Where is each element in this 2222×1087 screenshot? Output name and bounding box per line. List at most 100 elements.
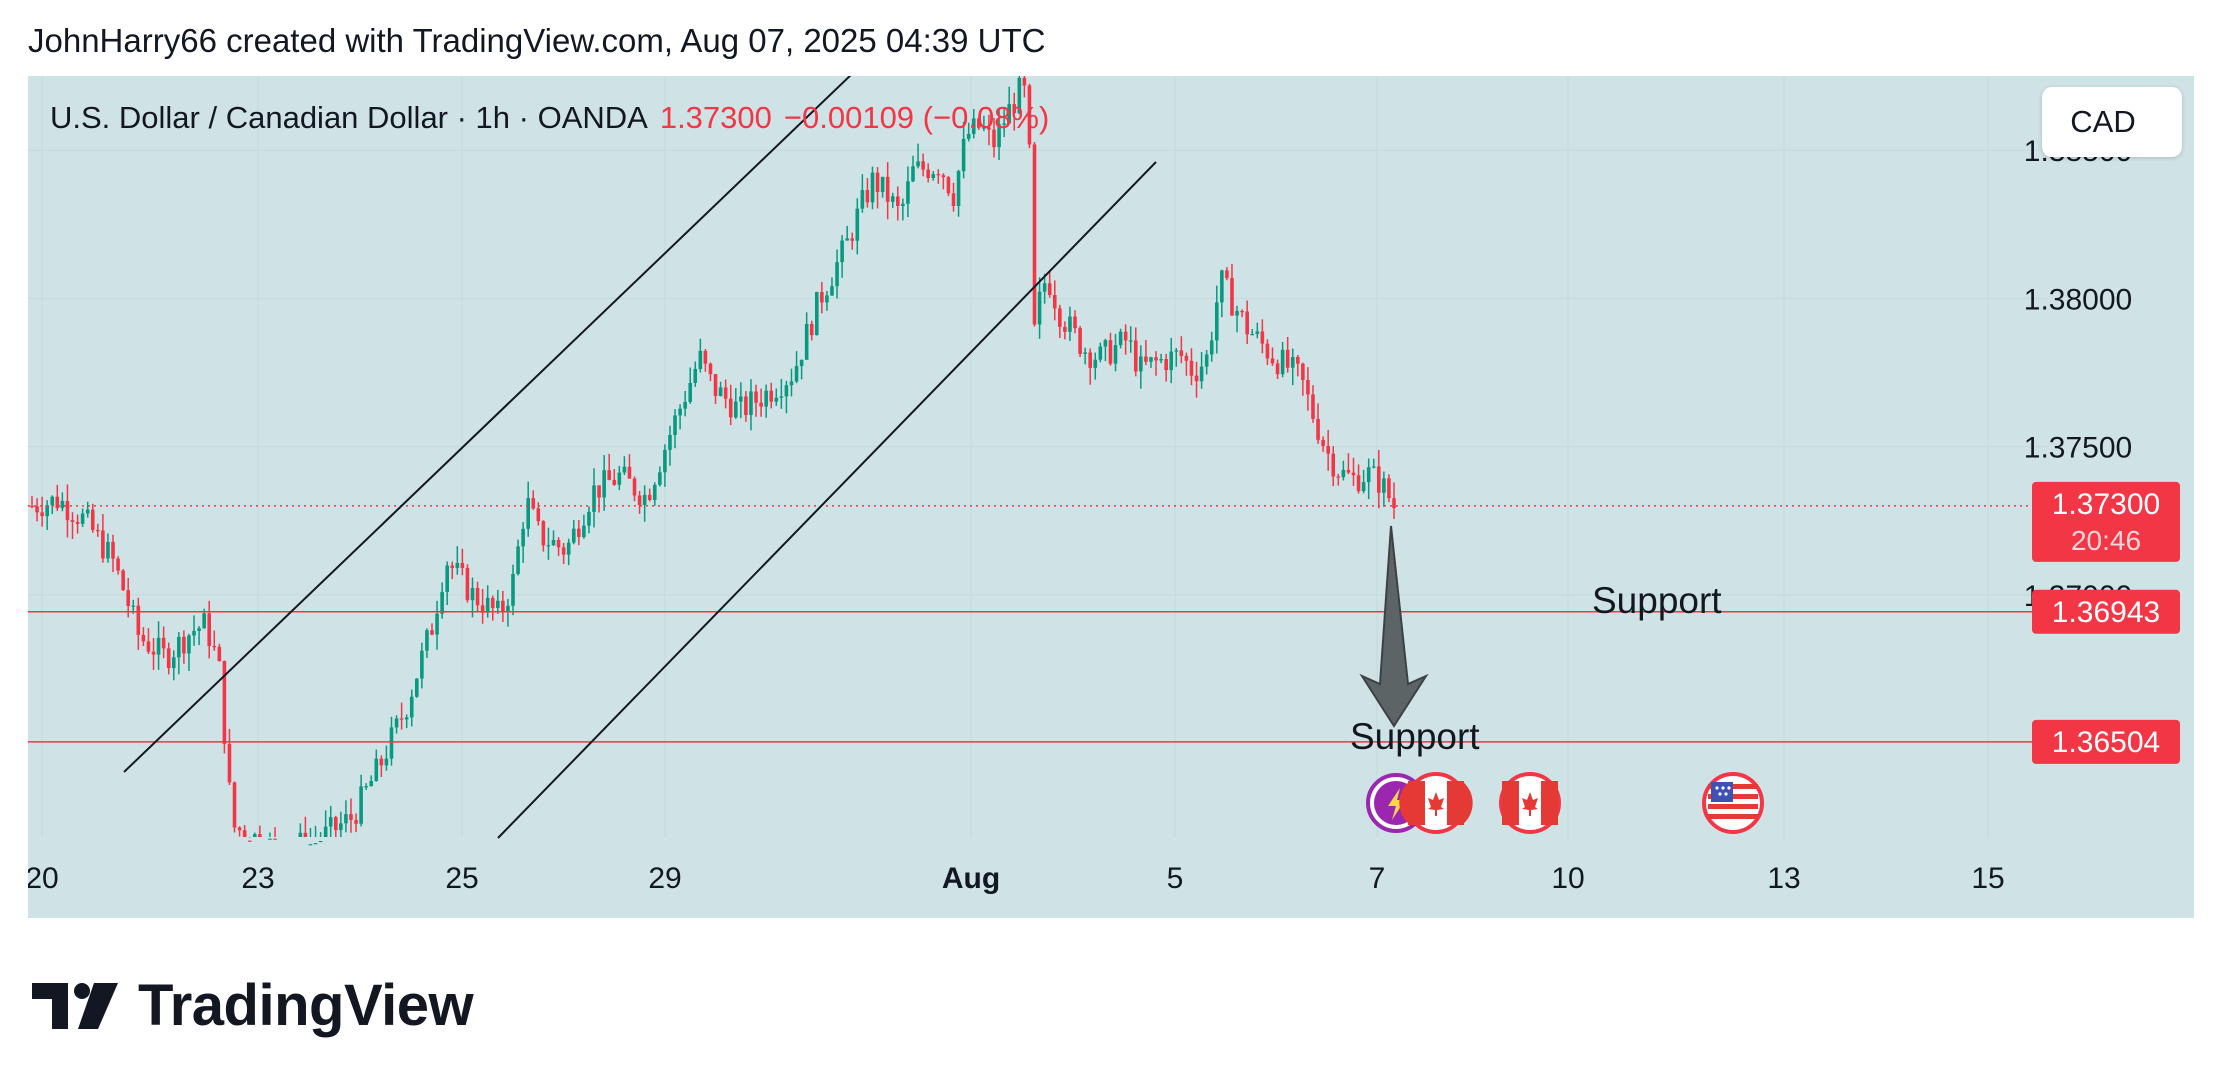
candle-body (465, 567, 470, 601)
candle-body (1220, 270, 1224, 303)
x-tick-label: 5 (1167, 862, 1184, 895)
candle-body (409, 696, 414, 718)
candle-body (546, 545, 551, 547)
candle-body (1012, 104, 1017, 114)
candle-body (1037, 291, 1042, 325)
candle-body (339, 823, 343, 831)
candle-body (566, 542, 571, 555)
candle-body (612, 479, 617, 485)
candle-body (1083, 352, 1087, 354)
price-change: −0.00109 (−0.08%) (783, 100, 1050, 135)
candle-body (354, 819, 358, 824)
candle-body (728, 398, 733, 418)
candle-body (1032, 144, 1037, 325)
candle-body (637, 495, 642, 505)
candle-body (526, 498, 530, 529)
candle-body (40, 512, 44, 517)
candle-body (475, 588, 480, 606)
candle-body (860, 190, 865, 209)
candle-body (496, 600, 500, 608)
currency-button[interactable]: CAD (2042, 87, 2182, 157)
candle-body (1331, 453, 1336, 477)
candle-body (1235, 311, 1239, 316)
candle-body (1311, 394, 1315, 419)
candle-body (1108, 340, 1113, 364)
candle-body (647, 494, 652, 500)
x-tick-label: 25 (445, 862, 478, 895)
candle-body (658, 472, 662, 485)
candle-body (642, 494, 647, 505)
candle-body (1245, 311, 1249, 335)
candle-body (1017, 77, 1022, 114)
candle-body (865, 190, 870, 203)
candle-body (779, 396, 784, 398)
candle-body (840, 240, 844, 263)
us-flag-icon[interactable] (1702, 772, 1764, 834)
y-tick-label: 1.38000 (2024, 283, 2132, 316)
candle-body (794, 366, 799, 382)
candle-body (759, 402, 763, 407)
candle-body (678, 408, 682, 416)
candle-body (774, 397, 779, 402)
candle-body (688, 382, 693, 402)
tradingview-wordmark: TradingView (138, 973, 474, 1038)
candle-body (1285, 349, 1290, 368)
chart-area[interactable]: Support Support (28, 76, 2194, 918)
canada-flag-icon[interactable] (1399, 772, 1473, 834)
candle-body (298, 832, 303, 837)
candle-body (1118, 331, 1123, 346)
candle-body (96, 529, 100, 532)
candle-body (1230, 278, 1234, 316)
candle-body (1133, 340, 1138, 372)
candle-body (1073, 316, 1077, 329)
candle-body (1301, 363, 1305, 381)
candle-body (1179, 350, 1184, 356)
candle-body (592, 485, 596, 512)
canada-flag-icon[interactable] (1499, 772, 1561, 834)
candle-body (156, 637, 161, 655)
candle-body (744, 396, 748, 415)
candle-body (713, 374, 718, 396)
candle-body (35, 506, 39, 513)
candle-body (916, 161, 920, 167)
candle-body (987, 127, 991, 130)
candle-body (1184, 355, 1189, 361)
candle-body (820, 291, 824, 303)
candle-body (171, 657, 176, 669)
candle-body (551, 540, 556, 546)
chart-background (28, 76, 2194, 918)
candle-body (1047, 283, 1052, 295)
candle-body (1144, 356, 1148, 362)
candle-body (561, 547, 566, 555)
candle-body (992, 129, 996, 148)
candle-body (389, 727, 394, 759)
tradingview-logo[interactable]: TradingView (32, 972, 474, 1039)
candle-body (911, 166, 915, 182)
candle-body (880, 176, 885, 192)
x-tick-label: 10 (1551, 862, 1584, 895)
candle-body (101, 530, 105, 559)
candle-body (55, 496, 60, 509)
candle-body (1255, 331, 1260, 335)
candle-body (1063, 326, 1067, 332)
candle-body (850, 238, 855, 241)
candle-body (951, 193, 956, 206)
candle-body (217, 646, 222, 661)
candle-body (870, 172, 875, 203)
candle-body (1265, 343, 1270, 359)
candle-body (1392, 498, 1396, 509)
candle-body (75, 521, 80, 524)
candle-body (739, 396, 743, 402)
price-chart[interactable]: Support Support (28, 76, 2194, 918)
candle-body (242, 830, 247, 837)
x-tick-label: 20 (28, 862, 59, 895)
candle-body (683, 401, 687, 409)
candle-body (906, 181, 910, 204)
candle-body (536, 508, 541, 522)
candle-body (1225, 270, 1229, 279)
candle-body (577, 528, 581, 538)
symbol-name: U.S. Dollar / Canadian Dollar · 1h · OAN… (50, 100, 648, 135)
candle-body (1326, 446, 1330, 454)
candle-body (485, 597, 490, 613)
candle-body (804, 323, 809, 360)
